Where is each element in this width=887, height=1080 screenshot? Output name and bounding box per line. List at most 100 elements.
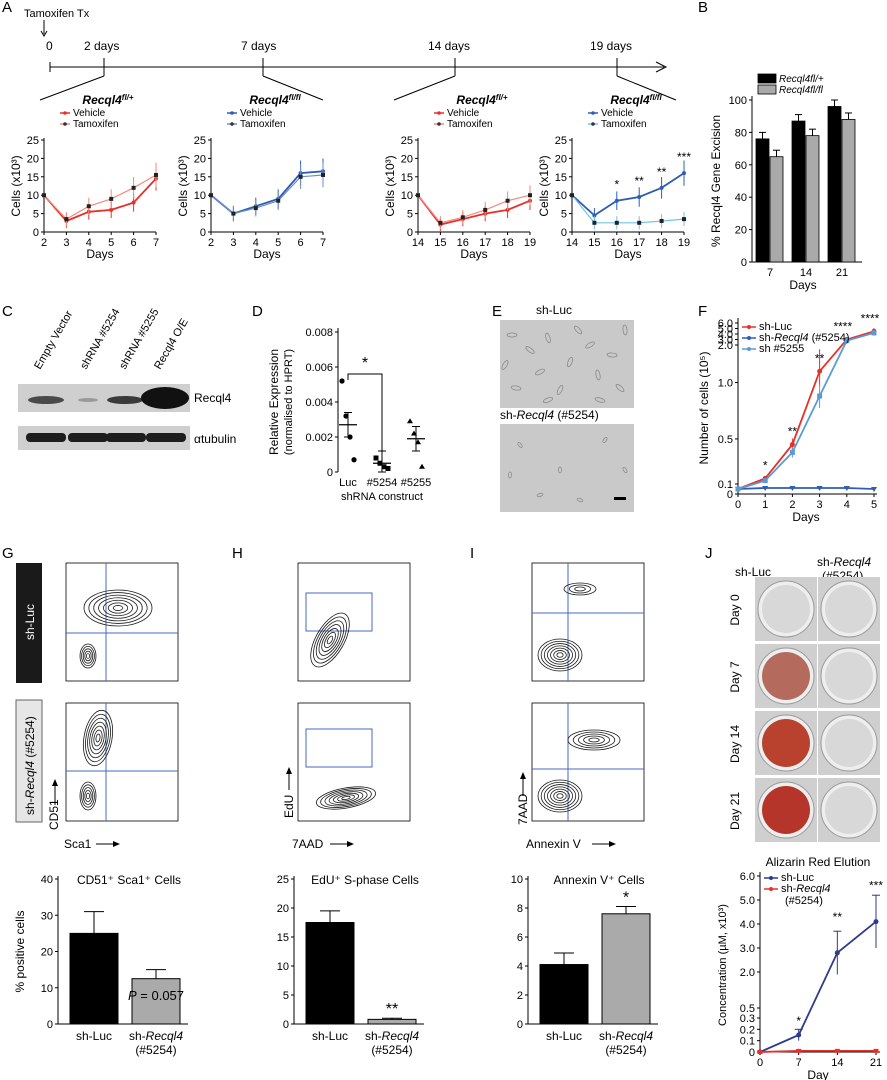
well: [762, 786, 810, 834]
panel-g-bar-chart: 0 10 20 30 40 sh-Luc sh-Recql4(#5254) CD51⁺ Sca…: [13, 873, 188, 1057]
significance-marker: ***: [869, 879, 883, 893]
y-tick-label: 25: [555, 135, 567, 147]
lane-label: Empty Vector: [32, 309, 75, 372]
x-tick-label: 21: [836, 267, 848, 279]
bar: [367, 1018, 417, 1025]
data-point: [614, 220, 619, 225]
y-tick-label: 5: [283, 990, 289, 1002]
significance-marker: *: [763, 458, 768, 472]
legend-label: sh-Recql4 (#5254): [759, 332, 850, 344]
contour: [320, 788, 372, 808]
cell: [602, 437, 608, 443]
blot-band: [141, 387, 189, 409]
label-gene: Recql4: [23, 761, 37, 799]
data-point: [682, 217, 686, 222]
axis-arrow-head: [52, 779, 58, 786]
legend-marker: [230, 111, 234, 115]
y-tick-label: 0.3: [740, 1013, 755, 1025]
y-axis-label: Cells (x10³): [9, 155, 23, 216]
y-tick-label: 6.0: [718, 318, 733, 330]
cell: [576, 497, 584, 503]
legend-label: Recql4fl/fl: [779, 85, 824, 96]
axis-arrow-head: [113, 841, 120, 847]
y-tick-label: 0.002: [305, 432, 333, 444]
significance-marker: **: [657, 165, 667, 179]
y-tick-label: 20: [27, 153, 39, 165]
cell: [525, 346, 535, 354]
legend-label-number: (#5254): [785, 895, 823, 907]
contour: [79, 643, 97, 669]
contour: [574, 586, 586, 592]
contour: [82, 709, 114, 767]
panel-j-chart: 00.10.20.30.5 2.0 3.0 4.0 5.0 6.0 0 7 14 21 Day Con…: [717, 855, 883, 1080]
significance-bracket: [347, 373, 383, 452]
timeline-bracket: [616, 75, 677, 101]
y-tick-label: 1.0: [718, 378, 733, 390]
axis-label-x: Sca1: [64, 837, 92, 851]
y-tick-label: 4.0: [718, 329, 733, 341]
label-gene: Recql4: [146, 1029, 184, 1043]
micrograph-label-top: sh-Luc: [536, 303, 572, 317]
panel-label-c: C: [2, 303, 13, 320]
x-tick-label: 6: [131, 237, 137, 249]
y-tick-label: 25: [27, 135, 39, 147]
label-suffix: (#5254): [809, 332, 850, 344]
series-line: [210, 174, 324, 215]
y-tick-label: 0: [517, 1019, 523, 1031]
scale-bar: [614, 497, 626, 500]
timeline-day-19: 19 days: [590, 39, 632, 53]
data-point: [231, 211, 236, 216]
data-point: [871, 330, 877, 336]
flow-plot-frame: [531, 702, 645, 822]
row-label-shluc: sh-Luc: [23, 604, 37, 640]
y-axis-label-2: (normalised to HPRT): [283, 349, 295, 455]
timeline-day-14: 14 days: [428, 39, 470, 53]
legend-label: sh-Luc: [759, 321, 793, 333]
well-grid: Day 0 Day 7 Day 14 Day 21: [728, 577, 880, 842]
x-tick-label: 7: [796, 1057, 802, 1069]
y-tick-label: 8: [517, 903, 523, 915]
contour: [556, 652, 564, 658]
x-tick-label: 3: [817, 499, 823, 511]
contour: [112, 605, 124, 611]
panel-label-f: F: [698, 303, 707, 320]
title-sup: fl/fl: [650, 93, 663, 102]
x-tick-label-number: (#5254): [605, 1043, 646, 1057]
y-axis-label: % positive cells: [13, 910, 27, 992]
data-point: [109, 207, 114, 212]
legend-label: Tamoxifen: [73, 119, 119, 130]
title-sup: fl/fl: [289, 93, 302, 102]
x-tick-label: #5255: [401, 477, 432, 489]
contour: [81, 646, 95, 667]
y-tick-label: 3.0: [718, 335, 733, 347]
legend-marker: [747, 347, 751, 351]
y-tick-label: 5: [407, 209, 413, 221]
data-point: [86, 204, 91, 209]
contour: [537, 638, 583, 672]
axis-label-y: EdU: [282, 795, 296, 818]
data-point: [796, 1032, 802, 1038]
y-tick-label: 0: [327, 467, 333, 479]
x-tick-label: 3: [63, 237, 69, 249]
flow-plot-frame: [297, 562, 411, 682]
axis-label-x: 7AAD: [292, 837, 324, 851]
data-point: [659, 185, 664, 190]
micrograph-image: [500, 424, 634, 512]
y-tick-label: 0: [727, 489, 733, 501]
x-tick-label: 7: [153, 237, 159, 249]
data-point: [834, 950, 840, 956]
x-tick-label: 16: [611, 237, 623, 249]
y-tick-label: 15: [194, 172, 206, 184]
blot-band: [28, 396, 64, 404]
bar: [305, 922, 355, 1025]
legend-label: Vehicle: [447, 108, 480, 119]
panel-h-bar-chart: 0 5 10 15 20 25 sh-Luc sh-Recql4(#5254) EdU⁺ S-p…: [277, 873, 424, 1057]
contour: [89, 721, 107, 755]
cell: [595, 369, 601, 381]
label-suffix: (#5254): [554, 408, 599, 422]
row-label-box-shrecql4: [15, 699, 43, 823]
series-line: [759, 920, 877, 1053]
cell: [567, 356, 573, 368]
x-tick-label: 0: [735, 499, 741, 511]
